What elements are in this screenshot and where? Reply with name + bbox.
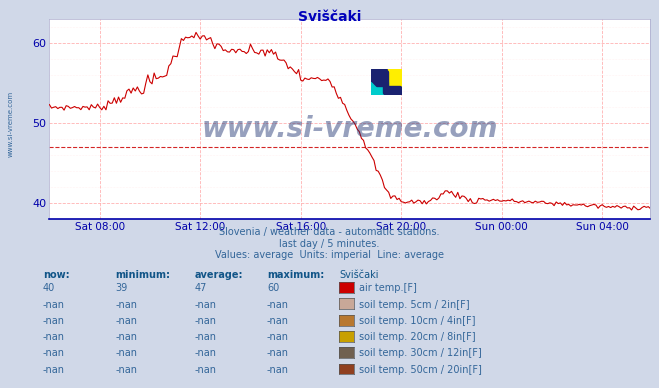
Text: soil temp. 20cm / 8in[F]: soil temp. 20cm / 8in[F] [359, 332, 476, 342]
Polygon shape [371, 82, 384, 95]
Text: www.si-vreme.com: www.si-vreme.com [8, 91, 14, 157]
Text: average:: average: [194, 270, 243, 280]
Text: last day / 5 minutes.: last day / 5 minutes. [279, 239, 380, 249]
Text: -nan: -nan [267, 332, 289, 342]
Text: soil temp. 5cm / 2in[F]: soil temp. 5cm / 2in[F] [359, 300, 470, 310]
Text: air temp.[F]: air temp.[F] [359, 283, 417, 293]
Text: -nan: -nan [115, 365, 137, 375]
Text: -nan: -nan [194, 365, 216, 375]
Text: 40: 40 [43, 283, 55, 293]
Text: -nan: -nan [267, 316, 289, 326]
Text: -nan: -nan [267, 348, 289, 359]
Bar [384, 69, 402, 86]
Text: now:: now: [43, 270, 69, 280]
Text: soil temp. 50cm / 20in[F]: soil temp. 50cm / 20in[F] [359, 365, 482, 375]
Text: Slovenia / weather data - automatic stations.: Slovenia / weather data - automatic stat… [219, 227, 440, 237]
Text: Sviščaki: Sviščaki [339, 270, 379, 280]
Text: -nan: -nan [115, 332, 137, 342]
Text: Values: average  Units: imperial  Line: average: Values: average Units: imperial Line: av… [215, 250, 444, 260]
Text: 39: 39 [115, 283, 128, 293]
Text: Sviščaki: Sviščaki [298, 10, 361, 24]
Bar [371, 82, 388, 95]
Text: soil temp. 10cm / 4in[F]: soil temp. 10cm / 4in[F] [359, 316, 476, 326]
Polygon shape [388, 69, 402, 86]
Text: -nan: -nan [115, 348, 137, 359]
Text: -nan: -nan [194, 332, 216, 342]
Text: maximum:: maximum: [267, 270, 324, 280]
Text: -nan: -nan [194, 300, 216, 310]
Text: 60: 60 [267, 283, 279, 293]
Text: soil temp. 30cm / 12in[F]: soil temp. 30cm / 12in[F] [359, 348, 482, 359]
Text: -nan: -nan [194, 348, 216, 359]
Text: -nan: -nan [267, 365, 289, 375]
Text: 47: 47 [194, 283, 207, 293]
Text: -nan: -nan [43, 348, 65, 359]
Text: -nan: -nan [267, 300, 289, 310]
Text: -nan: -nan [43, 365, 65, 375]
Text: -nan: -nan [43, 316, 65, 326]
Text: -nan: -nan [43, 332, 65, 342]
Text: -nan: -nan [194, 316, 216, 326]
Text: -nan: -nan [115, 300, 137, 310]
Text: www.si-vreme.com: www.si-vreme.com [202, 115, 498, 143]
Polygon shape [384, 86, 402, 95]
Text: -nan: -nan [43, 300, 65, 310]
Text: -nan: -nan [115, 316, 137, 326]
Polygon shape [371, 69, 388, 86]
Text: minimum:: minimum: [115, 270, 170, 280]
